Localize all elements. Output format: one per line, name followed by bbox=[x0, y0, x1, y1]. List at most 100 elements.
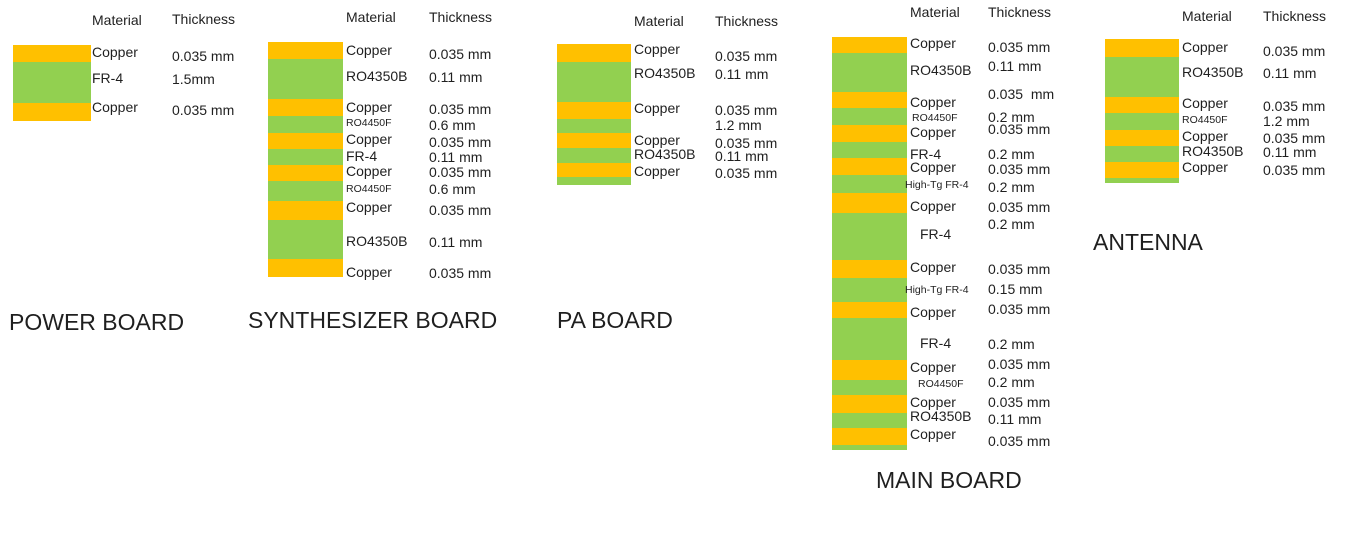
material-label: Copper bbox=[1182, 128, 1228, 144]
material-label: RO4450F bbox=[346, 117, 392, 129]
layer-dielectric bbox=[832, 413, 907, 428]
thickness-label: 0.035 mm bbox=[715, 48, 778, 64]
material-label: High-Tg FR-4 bbox=[905, 284, 969, 296]
thickness-label: 0.035 mm bbox=[988, 199, 1051, 215]
material-label: FR-4 bbox=[920, 226, 952, 242]
layer-dielectric bbox=[832, 445, 907, 450]
board-title: SYNTHESIZER BOARD bbox=[248, 307, 498, 333]
material-label: RO4450F bbox=[346, 183, 392, 195]
layer-dielectric bbox=[1105, 57, 1179, 97]
layer-dielectric bbox=[832, 278, 907, 302]
material-label: FR-4 bbox=[910, 146, 942, 162]
layer-copper bbox=[557, 44, 631, 62]
thickness-label: 0.035 mm bbox=[715, 102, 778, 118]
stackup-stack bbox=[1105, 39, 1179, 183]
thickness-label: 0.11 mm bbox=[429, 69, 483, 85]
thickness-label: 0.035 mm bbox=[988, 121, 1051, 137]
layer-dielectric bbox=[832, 53, 907, 92]
board-title: POWER BOARD bbox=[9, 309, 185, 335]
material-label: Copper bbox=[1182, 95, 1228, 111]
material-label: Copper bbox=[346, 131, 392, 147]
material-label: Copper bbox=[346, 199, 392, 215]
layer-copper bbox=[13, 103, 91, 121]
material-label: Copper bbox=[92, 99, 138, 115]
layer-copper bbox=[557, 102, 631, 119]
material-label: RO4350B bbox=[634, 65, 696, 81]
material-column-header: Material bbox=[346, 9, 396, 25]
thickness-label: 0.2 mm bbox=[988, 146, 1035, 162]
material-label: Copper bbox=[1182, 39, 1228, 55]
layer-dielectric bbox=[1105, 146, 1179, 162]
thickness-label: 0.2 mm bbox=[988, 374, 1035, 390]
layer-copper bbox=[268, 201, 343, 220]
thickness-label: 0.035 mm bbox=[988, 394, 1051, 410]
layer-copper bbox=[268, 42, 343, 59]
thickness-label: 0.035 mm bbox=[429, 46, 492, 62]
layer-copper bbox=[832, 360, 907, 380]
material-label: Copper bbox=[634, 132, 680, 148]
material-label: RO4350B bbox=[910, 408, 972, 424]
thickness-label: 0.2 mm bbox=[988, 109, 1035, 125]
material-label: Copper bbox=[910, 159, 956, 175]
material-column-header: Material bbox=[1182, 8, 1232, 24]
layer-dielectric bbox=[1105, 113, 1179, 130]
thickness-label: 0.035 mm bbox=[429, 101, 492, 117]
material-label: Copper bbox=[346, 163, 392, 179]
layer-copper bbox=[268, 259, 343, 277]
layer-copper bbox=[832, 92, 907, 108]
layer-dielectric bbox=[557, 62, 631, 102]
layer-copper bbox=[1105, 130, 1179, 146]
layer-copper bbox=[832, 37, 907, 53]
layer-copper bbox=[268, 99, 343, 116]
layer-dielectric bbox=[13, 62, 91, 103]
layer-copper bbox=[832, 193, 907, 213]
layer-copper bbox=[1105, 39, 1179, 57]
material-label: Copper bbox=[346, 99, 392, 115]
material-label: RO4450F bbox=[1182, 114, 1228, 126]
material-label: Copper bbox=[910, 359, 956, 375]
material-label: Copper bbox=[346, 42, 392, 58]
material-label: Copper bbox=[910, 259, 956, 275]
material-label: RO4350B bbox=[346, 68, 408, 84]
thickness-label: 0.11 mm bbox=[429, 234, 483, 250]
material-label: High-Tg FR-4 bbox=[905, 179, 969, 191]
material-label: RO4450F bbox=[912, 112, 958, 124]
layer-copper bbox=[268, 165, 343, 181]
layer-dielectric bbox=[268, 59, 343, 99]
material-label: RO4350B bbox=[634, 146, 696, 162]
layer-dielectric bbox=[832, 213, 907, 260]
thickness-label: 0.035 mm bbox=[715, 135, 778, 151]
layer-copper bbox=[832, 125, 907, 142]
thickness-label: 0.035 mm bbox=[1263, 130, 1326, 146]
layer-dielectric bbox=[832, 108, 907, 125]
material-column-header: Material bbox=[634, 13, 684, 29]
material-column-header: Material bbox=[92, 12, 142, 28]
stackup-stack bbox=[268, 42, 343, 277]
layer-copper bbox=[1105, 162, 1179, 178]
layer-copper bbox=[832, 302, 907, 318]
thickness-column-header: Thickness bbox=[715, 13, 779, 29]
layer-dielectric bbox=[1105, 178, 1179, 183]
board-title: MAIN BOARD bbox=[876, 467, 1022, 493]
material-label: Copper bbox=[634, 163, 680, 179]
thickness-label: 0.035 mm bbox=[172, 48, 235, 64]
thickness-label: 0.11 mm bbox=[715, 66, 769, 82]
material-label: Copper bbox=[910, 94, 956, 110]
layer-copper bbox=[1105, 97, 1179, 113]
layer-dielectric bbox=[832, 380, 907, 395]
thickness-label: 0.035 mm bbox=[1263, 162, 1326, 178]
thickness-label: 0.035 mm bbox=[988, 161, 1051, 177]
thickness-label: 0.2 mm bbox=[988, 336, 1035, 352]
thickness-label: 0.035 mm bbox=[988, 39, 1051, 55]
material-label: Copper bbox=[634, 100, 680, 116]
material-label: RO4350B bbox=[1182, 64, 1244, 80]
layer-dielectric bbox=[832, 318, 907, 360]
thickness-label: 0.035 mm bbox=[1263, 98, 1326, 114]
material-label: Copper bbox=[910, 394, 956, 410]
thickness-label: 0.035 mm bbox=[429, 202, 492, 218]
material-label: Copper bbox=[910, 304, 956, 320]
